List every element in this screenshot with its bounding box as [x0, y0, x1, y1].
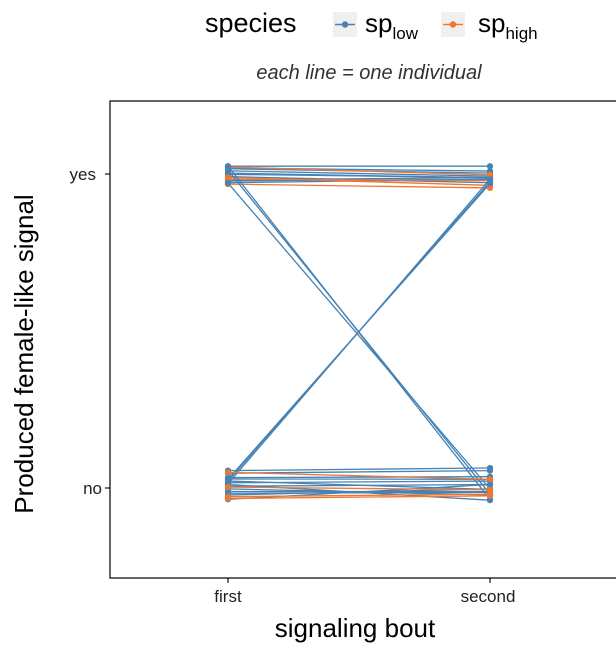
point-second-34	[486, 476, 494, 483]
point-first-17	[224, 179, 232, 187]
point-second-37	[486, 492, 494, 499]
individual-line-6	[227, 173, 491, 179]
legend-title: species	[205, 8, 297, 38]
individual-line-22	[227, 469, 491, 474]
point-first-16	[224, 167, 232, 174]
legend-label-low-base: sp	[365, 8, 392, 38]
y-tick-label-yes: yes	[70, 165, 96, 184]
individual-line-35	[227, 486, 491, 491]
x-axis: first second signaling bout	[214, 578, 515, 643]
individual-line-17	[227, 182, 491, 490]
point-second-35	[486, 486, 494, 493]
legend-point-high	[449, 21, 457, 28]
point-second-1	[486, 163, 494, 170]
y-axis-title: Produced female-like signal	[9, 194, 39, 513]
legend: species splow sphigh	[205, 8, 538, 43]
y-axis: yes no Produced female-like signal	[9, 165, 110, 514]
x-tick-label-second: second	[461, 587, 516, 606]
individual-line-27	[227, 483, 491, 487]
point-first-37	[224, 495, 232, 502]
point-first-13	[224, 174, 232, 181]
individual-line-21	[227, 467, 491, 472]
individual-line-37	[227, 495, 491, 500]
legend-label-high: sphigh	[478, 8, 538, 43]
plot-panel	[109, 100, 616, 579]
point-second-33	[486, 497, 494, 504]
individual-line-34	[227, 471, 491, 480]
individual-line-12	[227, 178, 491, 182]
point-first-34	[224, 469, 232, 476]
individual-line-26	[227, 480, 491, 484]
individual-line-13	[227, 176, 491, 186]
legend-point-low	[341, 21, 349, 28]
panel-border	[109, 100, 616, 579]
chart-subtitle: each line = one individual	[256, 62, 482, 84]
point-first-35	[224, 484, 232, 491]
legend-label-low-sub: low	[392, 24, 418, 43]
data-lines	[227, 165, 491, 501]
y-tick-label-no: no	[83, 479, 102, 498]
individual-line-14	[227, 183, 491, 189]
point-second-22	[486, 467, 494, 474]
point-second-11	[486, 171, 494, 178]
legend-label-high-sub: high	[505, 24, 537, 43]
legend-item-low: splow	[333, 8, 419, 43]
x-tick-label-first: first	[214, 587, 242, 606]
point-second-20	[486, 180, 494, 187]
individual-line-23	[227, 476, 491, 479]
legend-item-high: sphigh	[441, 8, 538, 43]
legend-label-high-base: sp	[478, 8, 505, 38]
point-second-14	[486, 184, 494, 192]
x-axis-title: signaling bout	[275, 613, 436, 643]
individual-line-36	[227, 493, 491, 498]
individual-line-4	[227, 170, 491, 177]
legend-label-low: splow	[365, 8, 419, 43]
individual-line-20	[227, 183, 491, 480]
data-points	[224, 163, 494, 504]
point-second-32	[486, 481, 494, 488]
individual-line-11	[227, 166, 491, 176]
